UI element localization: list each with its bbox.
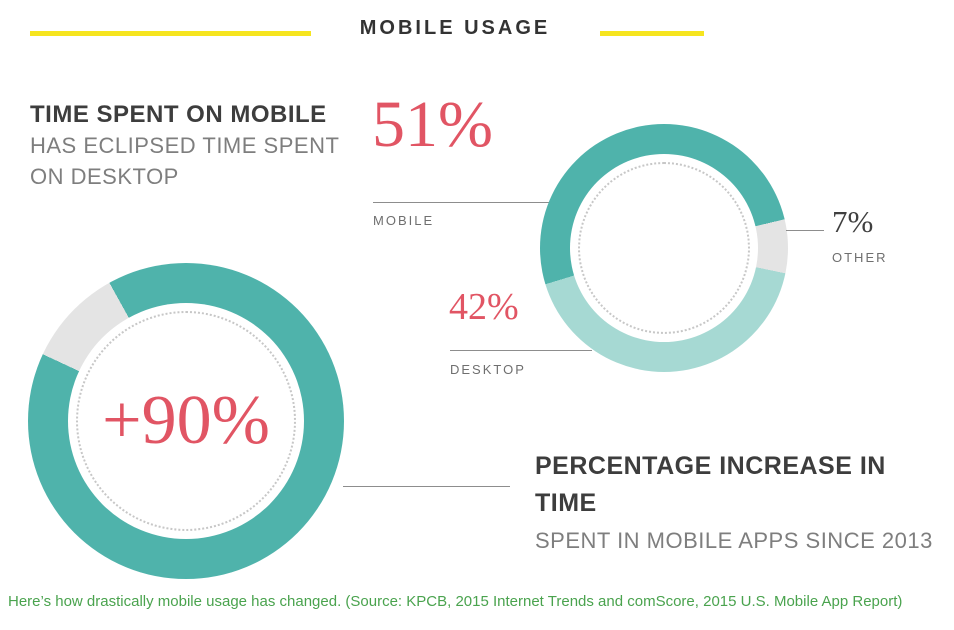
app-growth-headline: PERCENTAGE INCREASE IN TIME <box>535 452 886 517</box>
donut-hole: +90% <box>68 303 304 539</box>
intro-subline-1: HAS ECLIPSED TIME SPENT <box>30 133 340 158</box>
source-caption: Here’s how drastically mobile usage has … <box>8 593 903 610</box>
dotted-inner-ring <box>76 311 296 531</box>
other-value: 7% <box>832 204 874 239</box>
page-title: MOBILE USAGE <box>359 17 551 39</box>
platform-usage-donut-chart <box>540 124 788 372</box>
connector-line-other <box>786 230 824 231</box>
app-growth-text-block: PERCENTAGE INCREASE IN TIME SPENT IN MOB… <box>535 448 935 559</box>
other-label: OTHER <box>832 250 888 265</box>
app-growth-subline: SPENT IN MOBILE APPS SINCE 2013 <box>535 528 933 553</box>
title-rule-right <box>600 31 704 36</box>
connector-line-desktop <box>450 350 592 351</box>
mobile-value: 51% <box>372 88 493 161</box>
desktop-label: DESKTOP <box>450 362 526 377</box>
mobile-label: MOBILE <box>373 213 435 228</box>
connector-line-app-growth <box>343 486 510 487</box>
dotted-inner-ring <box>578 162 750 334</box>
title-rule-left <box>30 31 311 36</box>
connector-line-mobile <box>373 202 554 203</box>
donut-hole <box>570 154 758 342</box>
app-growth-donut-chart: +90% <box>28 263 344 579</box>
intro-text-block: TIME SPENT ON MOBILE HAS ECLIPSED TIME S… <box>30 99 360 192</box>
intro-headline: TIME SPENT ON MOBILE <box>30 101 327 128</box>
intro-subline-2: ON DESKTOP <box>30 164 179 189</box>
desktop-value: 42% <box>449 286 519 328</box>
